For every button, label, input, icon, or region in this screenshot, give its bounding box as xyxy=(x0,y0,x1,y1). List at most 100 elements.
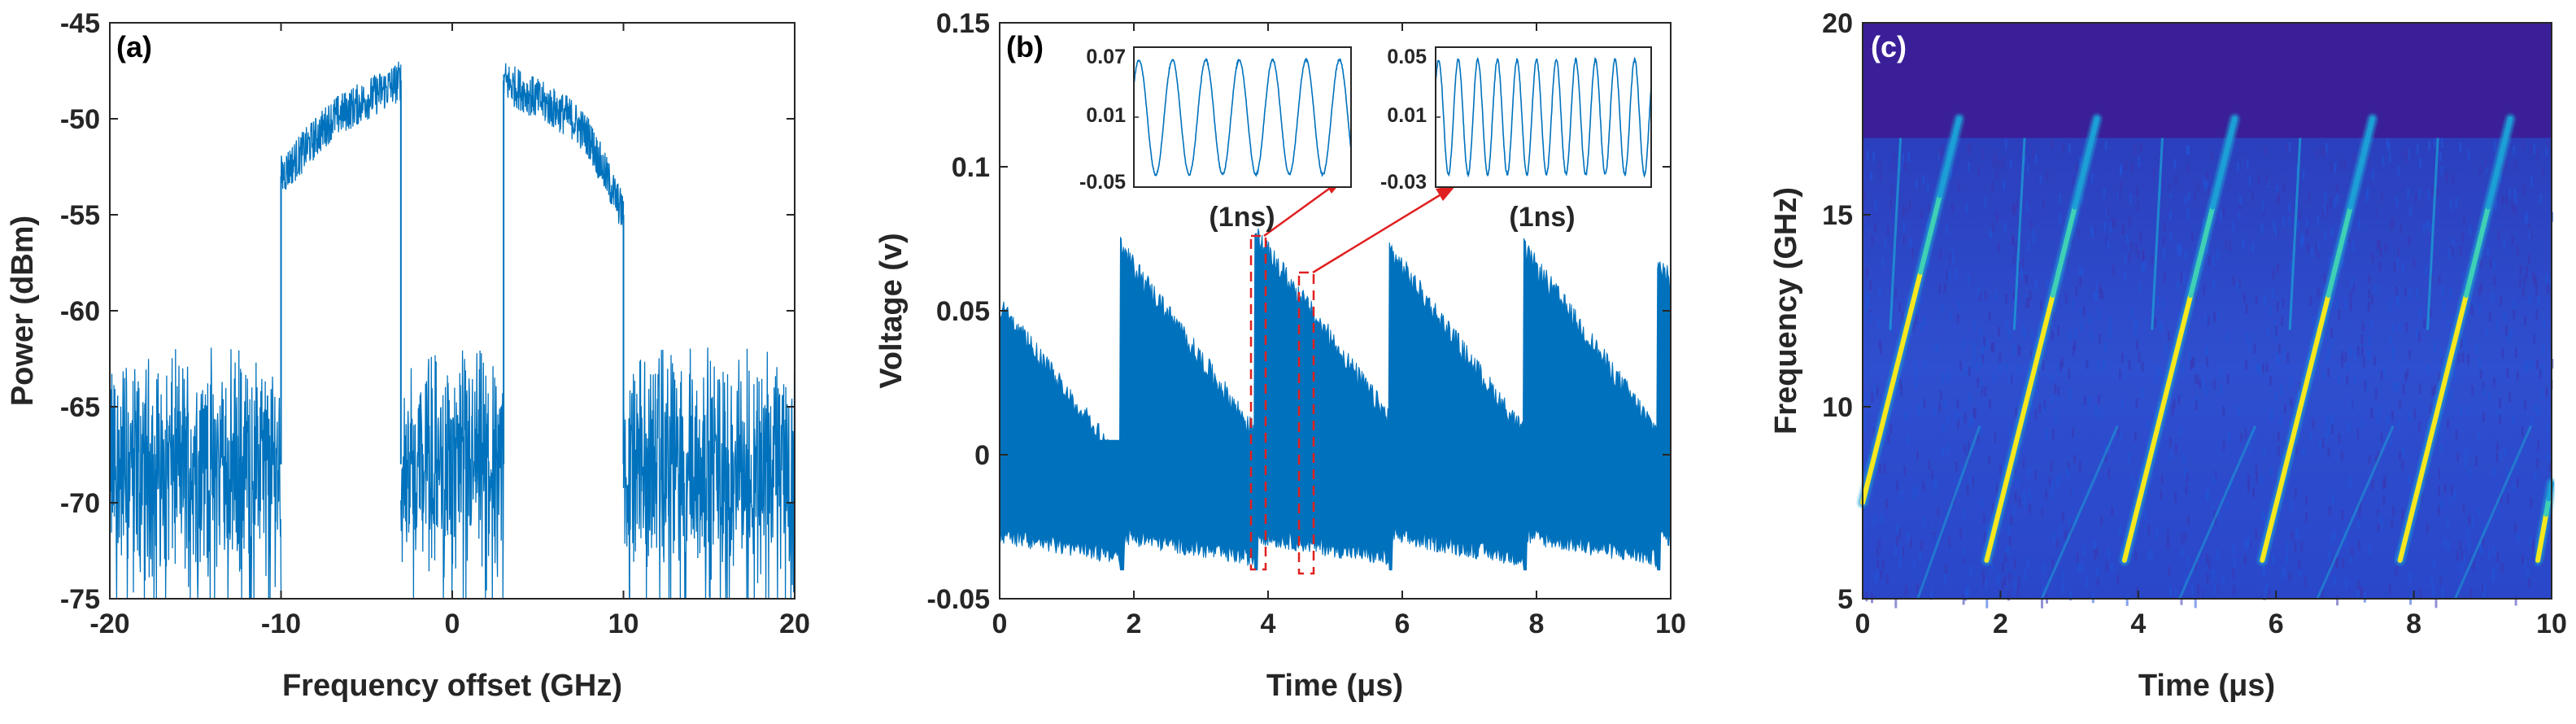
noise-speckle xyxy=(2199,589,2202,600)
noise-speckle xyxy=(2134,242,2138,253)
noise-speckle xyxy=(2180,595,2183,605)
noise-speckle xyxy=(1872,151,1875,162)
noise-speckle xyxy=(2537,295,2540,306)
noise-speckle xyxy=(2207,490,2210,500)
noise-speckle xyxy=(2440,499,2443,510)
noise-speckle xyxy=(1948,270,1951,281)
noise-speckle xyxy=(2107,239,2110,249)
noise-speckle xyxy=(1995,157,1998,168)
noise-speckle xyxy=(2120,546,2123,556)
noise-speckle xyxy=(1896,524,1899,534)
chirp-core-3 xyxy=(2282,425,2298,475)
noise-speckle xyxy=(2129,194,2133,204)
noise-speckle xyxy=(2150,548,2153,559)
noise-speckle xyxy=(2378,405,2381,416)
noise-speckle xyxy=(2513,205,2517,216)
chirp-core-4 xyxy=(2441,337,2458,386)
noise-speckle xyxy=(1917,306,1920,316)
noise-speckle xyxy=(1972,342,1976,352)
noise-speckle xyxy=(2513,188,2517,198)
noise-speckle xyxy=(2280,448,2283,459)
noise-speckle xyxy=(1879,170,1882,181)
noise-speckle xyxy=(2371,252,2374,263)
panel-c-xtick-label: 6 xyxy=(2269,608,2284,639)
noise-speckle xyxy=(2361,321,2365,332)
noise-speckle xyxy=(1877,318,1881,328)
noise-speckle xyxy=(1994,148,1997,159)
chirp-core-3 xyxy=(2337,204,2353,254)
chirp-core-4 xyxy=(2452,293,2469,342)
noise-speckle xyxy=(2121,225,2125,235)
noise-speckle xyxy=(2478,166,2482,177)
noise-speckle xyxy=(2071,299,2074,310)
noise-speckle xyxy=(1915,379,1918,390)
noise-speckle xyxy=(2459,142,2462,152)
noise-speckle xyxy=(2321,209,2325,220)
noise-speckle xyxy=(2256,473,2259,483)
noise-speckle xyxy=(2468,467,2471,478)
noise-speckle xyxy=(1899,154,1903,164)
noise-speckle xyxy=(2051,139,2054,149)
noise-speckle xyxy=(1923,359,1926,369)
noise-speckle xyxy=(2027,558,2030,569)
noise-speckle xyxy=(2376,210,2378,220)
noise-speckle xyxy=(2539,369,2542,379)
noise-speckle xyxy=(2281,569,2284,580)
noise-speckle xyxy=(2338,374,2341,385)
noise-speckle xyxy=(2434,138,2436,148)
noise-speckle xyxy=(2237,161,2239,172)
noise-speckle xyxy=(2206,177,2209,188)
noise-speckle xyxy=(2068,143,2071,154)
noise-speckle xyxy=(2431,386,2434,396)
noise-speckle xyxy=(2383,478,2386,489)
noise-speckle xyxy=(2547,453,2550,464)
noise-speckle xyxy=(2095,290,2099,301)
noise-speckle xyxy=(1946,225,1949,235)
noise-speckle xyxy=(1893,150,1896,161)
noise-speckle xyxy=(1943,399,1946,410)
noise-speckle xyxy=(2401,509,2404,520)
noise-speckle xyxy=(2434,384,2436,395)
noise-speckle xyxy=(2090,173,2094,184)
noise-speckle xyxy=(2154,407,2157,417)
noise-speckle xyxy=(1955,411,1959,421)
panel-c-ylabel: Frequency (GHz) xyxy=(1769,187,1803,434)
noise-speckle xyxy=(2005,294,2008,303)
noise-speckle xyxy=(2519,265,2522,275)
noise-speckle xyxy=(1982,569,1985,580)
noise-speckle xyxy=(2365,382,2369,393)
noise-speckle xyxy=(2004,139,2007,150)
noise-speckle xyxy=(1928,203,1931,214)
noise-speckle xyxy=(2186,145,2189,155)
noise-speckle xyxy=(2168,566,2171,577)
noise-speckle xyxy=(2021,258,2025,268)
noise-speckle xyxy=(1903,162,1907,172)
noise-speckle xyxy=(2439,151,2442,161)
noise-speckle xyxy=(2393,262,2396,273)
noise-speckle xyxy=(2213,510,2216,521)
chirp-core-2 xyxy=(2133,469,2149,519)
noise-speckle xyxy=(2466,529,2469,539)
noise-speckle xyxy=(2016,476,2019,486)
panel-a-xtick-label: -10 xyxy=(261,608,301,639)
noise-speckle xyxy=(2500,296,2503,307)
noise-speckle xyxy=(2118,193,2121,203)
noise-speckle xyxy=(2537,440,2540,451)
chirp-core-0 xyxy=(1860,461,1875,505)
noise-speckle xyxy=(1941,303,1944,313)
noise-speckle xyxy=(2014,206,2017,216)
noise-speckle xyxy=(1887,434,1890,444)
noise-speckle xyxy=(2212,379,2216,390)
noise-speckle xyxy=(2194,374,2197,385)
noise-speckle xyxy=(2416,327,2419,338)
noise-speckle xyxy=(1949,310,1952,321)
noise-speckle xyxy=(2225,500,2229,511)
noise-speckle xyxy=(2366,187,2369,197)
noise-speckle xyxy=(1983,578,1985,588)
noise-speckle xyxy=(1871,236,1874,246)
noise-speckle xyxy=(2272,554,2275,565)
noise-speckle xyxy=(2500,563,2504,574)
noise-speckle xyxy=(2213,473,2216,484)
noise-speckle xyxy=(2446,389,2449,399)
